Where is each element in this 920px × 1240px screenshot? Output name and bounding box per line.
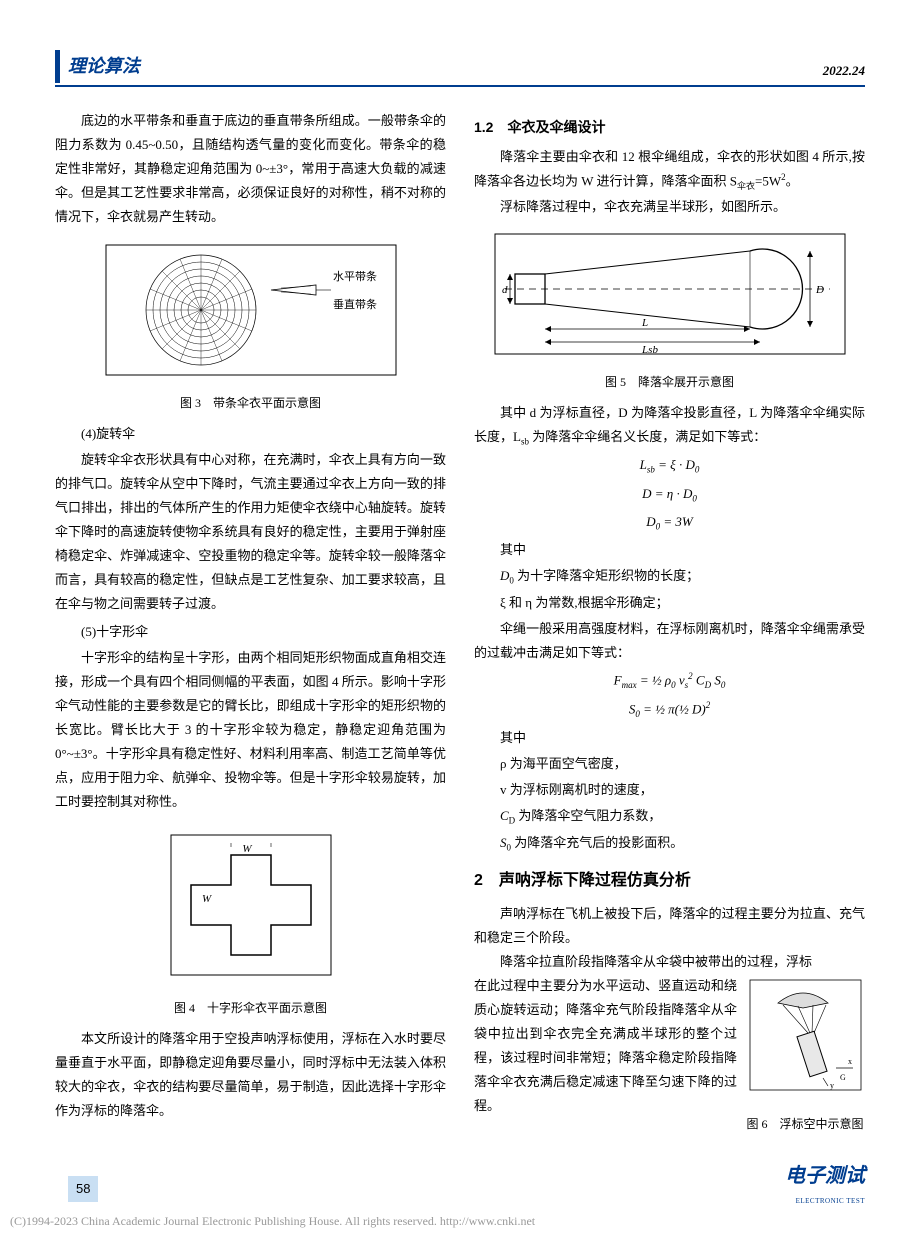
equation: Fmax = ½ ρ0 vs2 CD S0 xyxy=(474,668,865,694)
svg-text:垂直带条: 垂直带条 xyxy=(333,297,377,311)
figure-5: d D L Lsb xyxy=(474,229,865,367)
paragraph: 旋转伞伞衣形状具有中心对称，在充满时，伞衣上具有方向一致的排气口。旋转伞从空中下… xyxy=(55,448,446,616)
section-name: 理论算法 xyxy=(55,50,140,83)
svg-text:水平带条: 水平带条 xyxy=(333,269,377,283)
paragraph: 声呐浮标在飞机上被投下后，降落伞的过程主要分为拉直、充气和稳定三个阶段。 xyxy=(474,902,865,950)
page-number: 58 xyxy=(68,1176,98,1202)
svg-text:x: x xyxy=(848,1057,852,1066)
where-item: v 为浮标刚离机时的速度， xyxy=(474,778,865,802)
footer-logo: 电子测试 ELECTRONIC TEST xyxy=(785,1158,865,1208)
fig4-caption: 图 4 十字形伞衣平面示意图 xyxy=(55,997,446,1019)
paragraph: 本文所设计的降落伞用于空投声呐浮标使用，浮标在入水时要尽量垂直于水平面，即静稳定… xyxy=(55,1027,446,1123)
svg-text:W: W xyxy=(202,893,212,905)
where-item: S0 为降落伞充气后的投影面积。 xyxy=(474,831,865,856)
where: 其中 xyxy=(474,726,865,750)
paragraph: 降落伞拉直阶段指降落伞从伞袋中被带出的过程，浮标 xyxy=(474,950,865,974)
left-column: 底边的水平带条和垂直于底边的垂直带条所组成。一般带条伞的阻力系数为 0.45~0… xyxy=(55,109,446,1143)
where: 其中 xyxy=(474,538,865,562)
svg-text:Lsb: Lsb xyxy=(641,344,658,356)
equation: D0 = 3W xyxy=(474,510,865,535)
section-2: 2 声呐浮标下降过程仿真分析 xyxy=(474,866,865,896)
where-item: ρ 为海平面空气密度， xyxy=(474,752,865,776)
where-item: ξ 和 η 为常数,根据伞形确定； xyxy=(474,591,865,615)
svg-text:d: d xyxy=(502,284,508,296)
fig6-caption: 图 6 浮标空中示意图 xyxy=(745,1113,865,1135)
where-item: CD 为降落伞空气阻力系数， xyxy=(474,804,865,829)
equation: Lsb = ξ · D0 xyxy=(474,453,865,478)
svg-text:L: L xyxy=(640,317,647,329)
paragraph: 降落伞主要由伞衣和 12 根伞绳组成，伞衣的形状如图 4 所示,按降落伞各边长均… xyxy=(474,145,865,195)
item-4: (4)旋转伞 xyxy=(55,422,446,446)
paragraph: 其中 d 为浮标直径，D 为降落伞投影直径，L 为降落伞伞绳实际长度，Lsb 为… xyxy=(474,401,865,450)
svg-text:D: D xyxy=(815,284,824,296)
svg-text:y: y xyxy=(830,1081,834,1090)
where-item: D0 为十字降落伞矩形织物的长度； xyxy=(474,564,865,589)
issue-label: 2022.24 xyxy=(823,59,865,83)
equation: D = η · D0 xyxy=(474,482,865,507)
fig3-caption: 图 3 带条伞衣平面示意图 xyxy=(55,392,446,414)
figure-3: 水平带条 垂直带条 xyxy=(55,240,446,388)
svg-text:G: G xyxy=(840,1073,846,1082)
equation: S0 = ½ π(½ D)2 xyxy=(474,697,865,723)
right-column: 1.2 伞衣及伞绳设计 降落伞主要由伞衣和 12 根伞绳组成，伞衣的形状如图 4… xyxy=(474,109,865,1143)
svg-text:W: W xyxy=(242,843,252,855)
section-1-2: 1.2 伞衣及伞绳设计 xyxy=(474,115,865,141)
paragraph: 底边的水平带条和垂直于底边的垂直带条所组成。一般带条伞的阻力系数为 0.45~0… xyxy=(55,109,446,229)
content-columns: 底边的水平带条和垂直于底边的垂直带条所组成。一般带条伞的阻力系数为 0.45~0… xyxy=(55,109,865,1143)
paragraph: 十字形伞的结构呈十字形，由两个相同矩形织物面成直角相交连接，形成一个具有四个相同… xyxy=(55,646,446,814)
figure-4: W W xyxy=(55,825,446,993)
paragraph: 伞绳一般采用高强度材料，在浮标刚离机时，降落伞伞绳需承受的过载冲击满足如下等式： xyxy=(474,617,865,665)
copyright-line: (C)1994-2023 China Academic Journal Elec… xyxy=(10,1210,535,1232)
paragraph: 浮标降落过程中，伞衣充满呈半球形，如图所示。 xyxy=(474,195,865,219)
item-5: (5)十字形伞 xyxy=(55,620,446,644)
fig5-caption: 图 5 降落伞展开示意图 xyxy=(474,371,865,393)
page-header: 理论算法 2022.24 xyxy=(55,50,865,87)
figure-6: x y G 图 6 浮标空中示意图 xyxy=(745,978,865,1143)
